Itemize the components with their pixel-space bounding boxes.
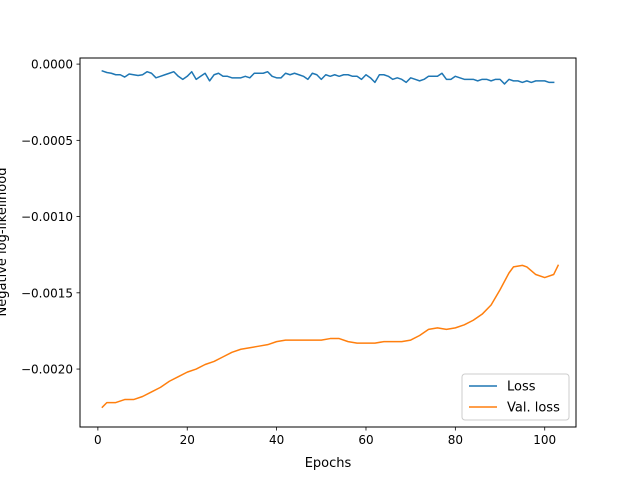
y-tick-label: 0.0000 [31,58,73,72]
y-tick-label: −0.0020 [21,363,73,377]
plot-frame [79,57,577,428]
x-tick-label: 60 [358,433,373,447]
y-tick-label: −0.0005 [21,134,73,148]
x-axis-ticks: 0 20 40 60 80 100 [94,427,556,447]
y-tick-label: −0.0010 [21,210,73,224]
y-axis-ticks: 0.0000 −0.0005 −0.0010 −0.0015 −0.0020 [21,58,80,377]
x-tick-label: 0 [94,433,102,447]
x-tick-label: 40 [269,433,284,447]
x-tick-label: 100 [533,433,556,447]
series-layer [101,70,560,409]
legend-label: Loss [507,380,536,395]
y-tick-label: −0.0015 [21,286,73,300]
y-axis-label: Negative log-likelihood [0,168,10,317]
x-axis-label: Epochs [305,456,352,471]
legend: Loss Val. loss [461,373,570,421]
series-line-val-loss [101,264,560,409]
legend-label: Val. loss [507,401,560,416]
x-tick-label: 20 [180,433,195,447]
x-tick-label: 80 [448,433,463,447]
series-line-loss [101,70,555,85]
